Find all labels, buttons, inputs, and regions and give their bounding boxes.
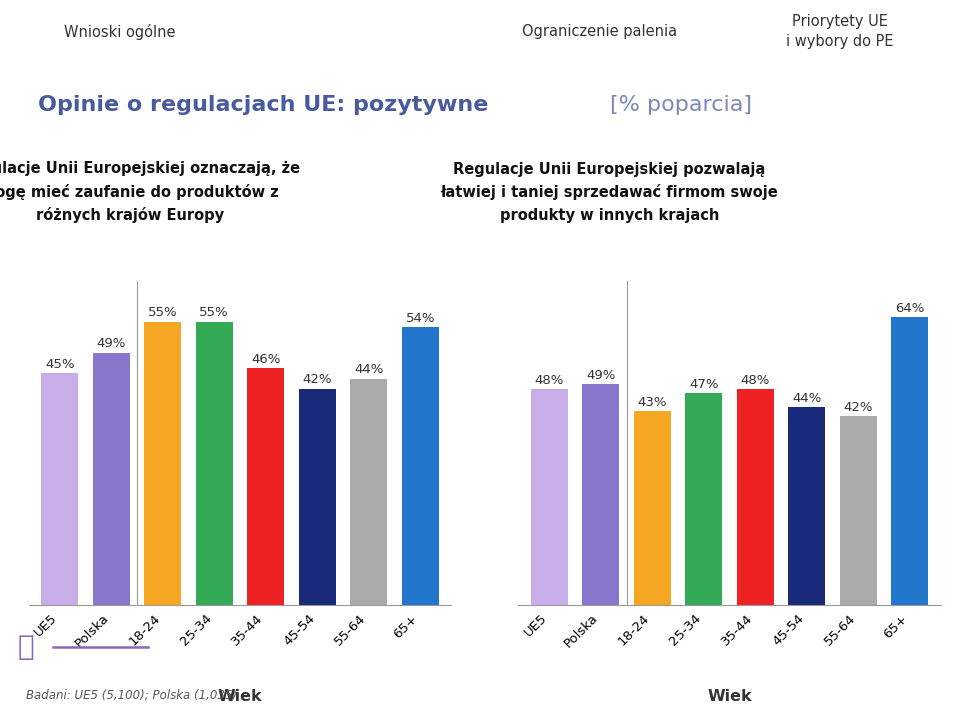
Bar <box>531 389 568 605</box>
Bar <box>41 374 79 605</box>
Bar <box>350 379 387 605</box>
Bar <box>299 389 336 605</box>
Text: Regulacje Unii Europejskiej oznaczają, że
mogę mieć zaufanie do produktów z
różn: Regulacje Unii Europejskiej oznaczają, ż… <box>0 161 300 223</box>
Bar <box>737 389 774 605</box>
Text: 👥: 👥 <box>18 634 35 662</box>
Text: 46%: 46% <box>252 353 280 366</box>
Bar <box>248 368 284 605</box>
Text: 48%: 48% <box>535 374 564 387</box>
X-axis label: Wiek: Wiek <box>218 690 262 704</box>
Text: 54%: 54% <box>405 312 435 325</box>
Text: Ograniczenie palenia: Ograniczenie palenia <box>522 24 678 39</box>
Text: Opinie o regulacjach UE: pozytywne: Opinie o regulacjach UE: pozytywne <box>38 94 496 114</box>
Text: Opinie o UE: Opinie o UE <box>318 24 402 39</box>
Bar <box>840 416 876 605</box>
Text: 49%: 49% <box>587 369 615 382</box>
Text: 44%: 44% <box>354 363 383 376</box>
Bar <box>685 393 722 605</box>
Text: 45%: 45% <box>45 358 75 371</box>
Text: Badani: UE5 (5,100); Polska (1,035): Badani: UE5 (5,100); Polska (1,035) <box>27 688 237 701</box>
Bar <box>583 384 619 605</box>
X-axis label: Wiek: Wiek <box>708 690 752 704</box>
Text: Regulacje Unii Europejskiej pozwalają
łatwiej i taniej sprzedawać firmom swoje
p: Regulacje Unii Europejskiej pozwalają ła… <box>441 161 779 222</box>
Bar <box>891 317 928 605</box>
Text: 49%: 49% <box>97 337 126 350</box>
Text: 64%: 64% <box>896 302 924 315</box>
Text: Priorytety UE
i wybory do PE: Priorytety UE i wybory do PE <box>786 14 894 49</box>
Bar <box>196 322 232 605</box>
Bar <box>401 327 439 605</box>
Text: 48%: 48% <box>741 374 770 387</box>
Text: 42%: 42% <box>844 400 874 413</box>
Text: 47%: 47% <box>689 378 719 391</box>
Text: 42%: 42% <box>302 373 332 386</box>
Bar <box>788 407 826 605</box>
Text: 44%: 44% <box>792 392 822 405</box>
Text: 43%: 43% <box>637 396 667 409</box>
Text: 55%: 55% <box>200 307 229 320</box>
Bar <box>634 411 671 605</box>
Text: [% poparcia]: [% poparcia] <box>610 94 752 114</box>
Bar <box>93 353 130 605</box>
Text: Wnioski ogólne: Wnioski ogólne <box>64 24 176 40</box>
Bar <box>144 322 181 605</box>
Text: 55%: 55% <box>148 307 178 320</box>
